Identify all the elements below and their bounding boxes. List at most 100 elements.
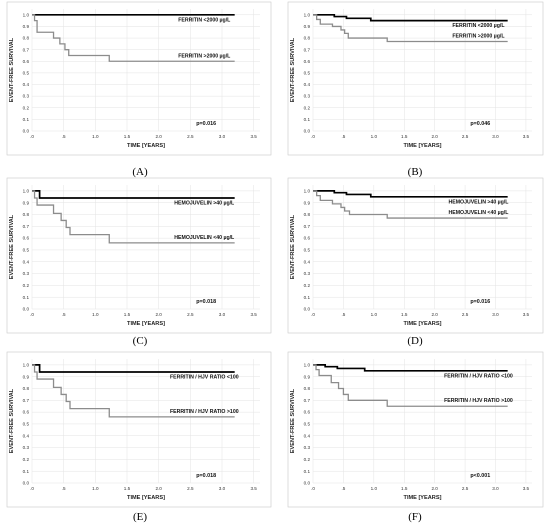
series-label: FERRITIN <2000 µg/L [178,17,231,23]
panel-frame [287,177,544,334]
x-tick-label: .0 [30,134,34,139]
y-tick-label: 0.5 [23,422,30,427]
series-label: HEMOJUVELIN <40 µg/L [449,210,510,216]
x-axis-title: TIME [YEARS] [404,495,442,501]
chart-panel-d: 0.0 0.1 0.2 0.3 0.4 0.5 0.6 0.7 0.8 0.9 1.0 .0 .5 1.0… [287,177,544,334]
y-tick-label: 0.0 [23,307,30,312]
survival-curve-grey [32,190,235,244]
y-tick-label: 0.1 [23,469,30,474]
series-label: HEMOJUVELIN >40 µg/L [449,199,510,205]
chart-panel-c: 0.0 0.1 0.2 0.3 0.4 0.5 0.6 0.7 0.8 0.9 1.0 .0 .5 1.0… [6,177,272,334]
survival-curve-grey [32,14,235,62]
x-tick-label: 2.5 [187,486,194,491]
x-tick-label: 2.0 [155,312,162,317]
x-axis-title: TIME [YEARS] [127,143,165,149]
y-tick-label: 0.5 [304,248,311,253]
x-tick-label: 3.0 [219,486,226,491]
panel-frame [287,1,544,156]
x-tick-label: 3.5 [523,134,530,139]
survival-curve-black [313,364,508,372]
panel-frame [6,1,272,156]
y-tick-label: 0.9 [23,24,30,29]
y-tick-label: 0.6 [23,236,30,241]
y-axis-title: EVENT-FREE SURVIVAL [9,37,15,102]
y-axis-title: EVENT-FREE SURVIVAL [9,388,15,453]
x-tick-label: 1.0 [371,486,378,491]
x-tick-label: 3.0 [492,312,499,317]
x-tick-label: 1.0 [371,312,378,317]
y-tick-label: 0.3 [23,94,30,99]
y-tick-label: 0.4 [304,82,311,87]
panel-frame [287,351,544,508]
y-tick-label: 0.7 [304,398,311,403]
x-tick-label: 2.0 [155,134,162,139]
y-tick-label: 0.9 [23,374,30,379]
y-tick-label: 0.4 [23,433,30,438]
panel-label: (D) [407,335,423,347]
y-tick-label: 1.0 [23,363,30,368]
x-tick-label: 2.5 [187,312,194,317]
panel-label: (A) [132,166,148,178]
y-tick-label: 0.3 [23,271,30,276]
x-tick-label: 1.5 [401,312,408,317]
y-tick-label: 1.0 [23,189,30,194]
y-tick-label: 0.2 [304,457,311,462]
y-tick-label: 0.1 [23,295,30,300]
y-tick-label: 0.6 [304,236,311,241]
p-value-annotation: p<0.001 [470,473,490,479]
panel-label: (B) [408,166,423,178]
x-tick-label: .5 [62,134,66,139]
y-tick-label: 0.3 [304,94,311,99]
y-tick-label: 0.5 [304,422,311,427]
x-tick-label: 1.5 [124,486,131,491]
x-tick-label: 2.5 [462,312,469,317]
p-value-annotation: p=0.016 [470,299,490,305]
x-tick-label: 3.0 [492,134,499,139]
y-tick-label: 0.2 [304,283,311,288]
panel-frame [6,351,272,508]
y-tick-label: 0.4 [304,259,311,264]
y-axis-title: EVENT-FREE SURVIVAL [290,37,296,102]
x-axis-title: TIME [YEARS] [127,321,165,327]
chart-panel-a: 0.0 0.1 0.2 0.3 0.4 0.5 0.6 0.7 0.8 0.9 1.0 .0 .5 1.0… [6,1,272,156]
y-tick-label: 0.6 [23,59,30,64]
y-tick-label: 0.9 [23,200,30,205]
y-tick-label: 0.5 [23,71,30,76]
y-tick-label: 0.5 [304,71,311,76]
y-tick-label: 0.6 [23,410,30,415]
survival-curve-grey [32,364,235,418]
y-tick-label: 0.0 [304,481,311,486]
p-value-annotation: p=0.018 [196,299,216,305]
y-tick-label: 0.7 [23,47,30,52]
series-label: FERRITIN / HJV RATIO <100 [170,374,239,380]
x-tick-label: 3.5 [523,312,530,317]
y-tick-label: 0.4 [23,82,30,87]
x-tick-label: 3.5 [250,312,257,317]
x-tick-label: 3.5 [250,134,257,139]
y-tick-label: 0.9 [304,24,311,29]
y-tick-label: 0.8 [304,386,311,391]
x-tick-label: 1.5 [124,134,131,139]
survival-curve-grey [313,190,508,219]
y-tick-label: 0.9 [304,374,311,379]
x-axis-title: TIME [YEARS] [127,495,165,501]
series-label: HEMOJUVELIN >40 µg/L [174,200,235,206]
y-tick-label: 0.7 [304,224,311,229]
x-tick-label: .0 [311,134,315,139]
y-tick-label: 0.0 [304,129,311,134]
survival-curve-black [32,364,235,373]
y-tick-label: 0.5 [23,248,30,253]
survival-curve-black [313,190,508,198]
chart-panel-f: 0.0 0.1 0.2 0.3 0.4 0.5 0.6 0.7 0.8 0.9 1.0 .0 .5 1.0… [287,351,544,508]
x-axis-title: TIME [YEARS] [404,143,442,149]
y-tick-label: 0.0 [23,129,30,134]
y-tick-label: 0.7 [23,398,30,403]
survival-curve-black [313,13,508,22]
x-tick-label: .5 [62,486,66,491]
survival-curve-grey [313,364,508,407]
x-tick-label: 3.0 [219,134,226,139]
panel-label: (C) [133,335,148,347]
y-tick-label: 0.2 [23,105,30,110]
y-tick-label: 0.1 [304,295,311,300]
